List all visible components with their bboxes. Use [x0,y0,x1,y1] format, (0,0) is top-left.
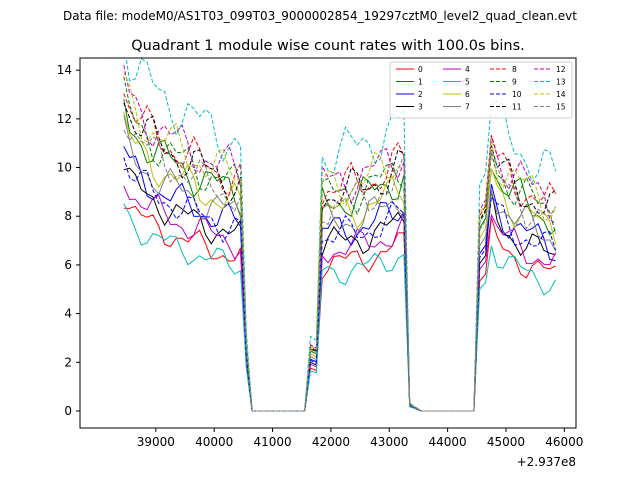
series-line-14 [123,72,557,412]
series-layer [123,58,557,412]
y-tick-label-7: 14 [57,63,72,77]
legend-label-10: 10 [512,90,522,99]
legend-label-0: 0 [418,65,423,74]
legend-label-9: 9 [512,78,517,87]
legend-label-13: 13 [556,78,566,87]
series-line-12 [123,65,556,412]
series-line-11 [123,102,556,412]
y-tick-label-6: 12 [57,112,72,126]
legend-label-14: 14 [556,90,566,99]
x-tick-label-3: 42000 [312,435,350,449]
x-tick-label-6: 45000 [487,435,525,449]
series-line-15 [123,130,557,412]
series-line-9 [123,76,557,412]
series-line-2 [123,146,556,412]
legend-label-11: 11 [512,103,522,112]
y-tick-label-2: 4 [64,307,72,321]
legend-label-15: 15 [556,103,566,112]
y-axis: 0 2 4 6 8 10 12 14 [57,63,80,418]
chart-title: Quadrant 1 module wise count rates with … [131,38,525,54]
legend-label-1: 1 [418,78,423,87]
y-tick-label-3: 6 [64,258,72,272]
series-line-5 [123,203,557,412]
x-tick-label-1: 40000 [195,435,233,449]
legend-label-5: 5 [465,78,470,87]
y-tick-label-1: 2 [64,355,72,369]
x-tick-label-7: 46000 [545,435,583,449]
legend-label-2: 2 [418,90,423,99]
legend-label-12: 12 [556,65,566,74]
x-tick-label-0: 39000 [137,435,175,449]
series-line-4 [123,185,557,412]
legend-label-6: 6 [465,90,470,99]
x-tick-label-2: 41000 [253,435,291,449]
series-line-10 [123,157,557,412]
series-line-13 [125,58,557,412]
legend-label-8: 8 [512,65,517,74]
legend-label-4: 4 [465,65,470,74]
series-line-8 [123,93,557,412]
x-tick-label-5: 44000 [429,435,467,449]
y-tick-label-0: 0 [64,404,72,418]
series-line-3 [123,167,556,412]
axes-frame [79,57,577,429]
series-line-0 [123,205,556,412]
legend-label-7: 7 [465,103,470,112]
y-tick-label-4: 8 [64,209,72,223]
x-axis: 39000 40000 41000 42000 43000 44000 45000 46000 [137,428,583,449]
x-axis-offset-label: +2.937e8 [517,455,576,469]
x-tick-label-4: 43000 [370,435,408,449]
y-tick-label-5: 10 [57,161,72,175]
chart-suptitle: Data file: modeM0/AS1T03_099T03_90000028… [63,9,577,23]
series-line-7 [123,115,557,412]
legend-frame [389,61,573,119]
legend-label-3: 3 [418,103,423,112]
